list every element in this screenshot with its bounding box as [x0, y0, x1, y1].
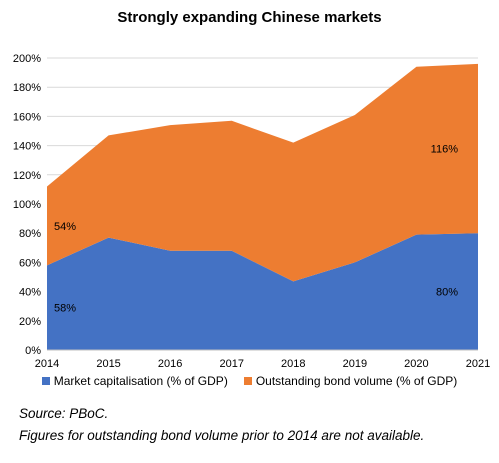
y-tick-label: 200%: [13, 53, 41, 65]
data-label: 116%: [431, 144, 459, 156]
y-tick-label: 20%: [19, 316, 41, 328]
x-tick-label: 2018: [281, 358, 305, 370]
data-label: 80%: [436, 287, 458, 299]
legend-swatch-market-cap: [41, 377, 50, 385]
footnote: Figures for outstanding bond volume prio…: [19, 428, 425, 443]
legend-item-bond-volume: Outstanding bond volume (% of GDP): [243, 374, 458, 388]
area-series-market-cap: [47, 233, 478, 350]
source-note: Source: PBoC.: [19, 406, 109, 421]
y-tick-label: 180%: [13, 82, 41, 94]
x-tick-label: 2016: [158, 358, 182, 370]
legend: Market capitalisation (% of GDP) Outstan…: [0, 374, 499, 388]
y-tick-label: 40%: [19, 287, 41, 299]
x-tick-label: 2017: [219, 358, 243, 370]
x-tick-label: 2014: [35, 358, 59, 370]
x-tick-label: 2019: [343, 358, 367, 370]
y-tick-label: 80%: [19, 228, 41, 240]
x-tick-label: 2021: [466, 358, 490, 370]
legend-label-bond-volume: Outstanding bond volume (% of GDP): [255, 374, 458, 388]
area-chart: 0% 20% 40% 60% 80% 100% 120% 140% 160% 180% 200% 20…: [13, 53, 490, 370]
data-label: 58%: [54, 303, 76, 315]
notes: Source: PBoC. Figures for outstanding bo…: [19, 403, 424, 447]
y-tick-label: 120%: [13, 170, 41, 182]
x-tick-label: 2015: [96, 358, 120, 370]
y-tick-label: 0%: [25, 345, 41, 357]
legend-item-market-cap: Market capitalisation (% of GDP): [41, 374, 228, 388]
y-tick-label: 140%: [13, 141, 41, 153]
legend-label-market-cap: Market capitalisation (% of GDP): [53, 374, 228, 388]
area-series-bond-volume: [47, 63, 478, 282]
chart-title: Strongly expanding Chinese markets: [117, 9, 382, 26]
y-tick-label: 100%: [13, 199, 41, 211]
legend-swatch-bond-volume: [243, 377, 252, 385]
data-label: 54%: [54, 221, 76, 233]
y-tick-label: 60%: [19, 257, 41, 269]
y-tick-label: 160%: [13, 111, 41, 123]
x-tick-label: 2020: [404, 358, 428, 370]
